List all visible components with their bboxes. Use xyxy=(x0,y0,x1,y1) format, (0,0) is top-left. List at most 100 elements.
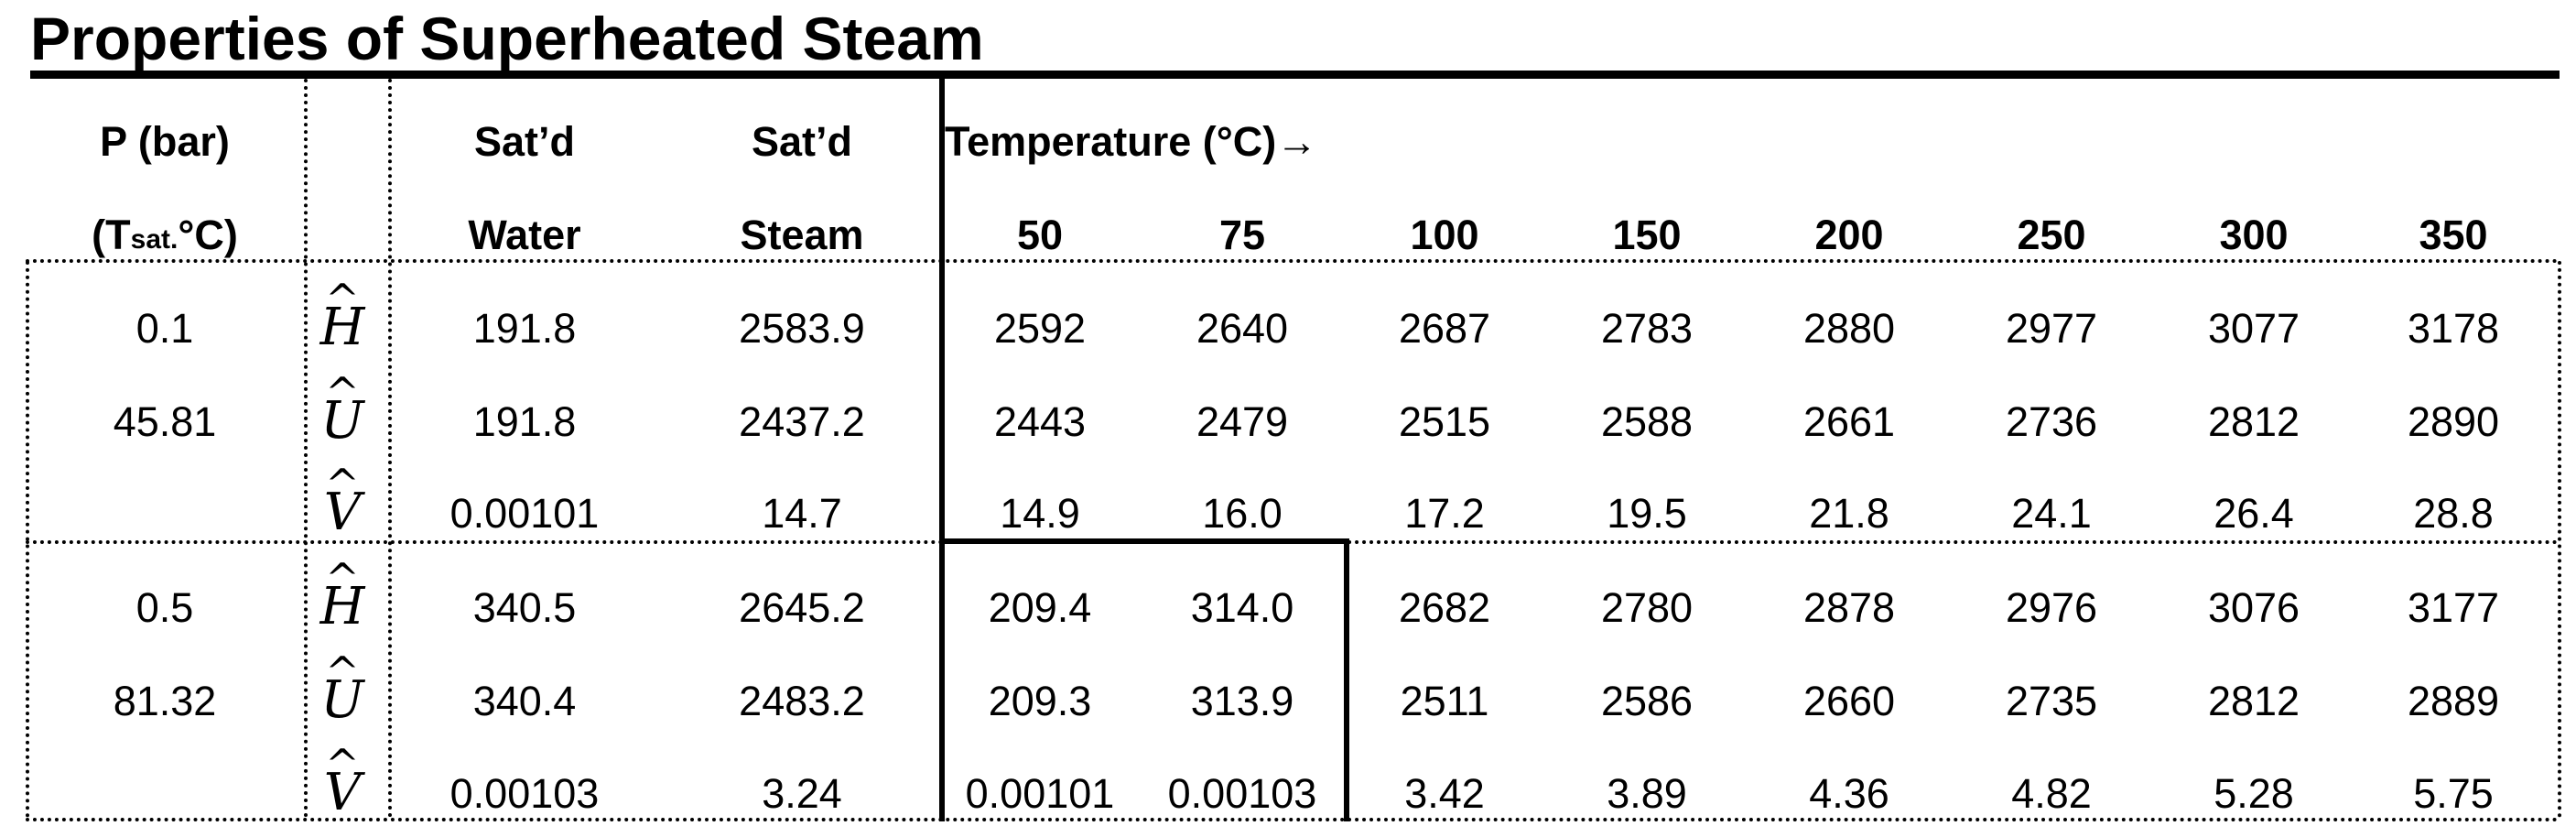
table-cell: 2889 xyxy=(2407,677,2500,724)
header-temperature-100: 100 xyxy=(1410,211,1479,258)
header-satd-steam-line2: Steam xyxy=(740,211,864,258)
header-satd-steam-line1: Sat’d xyxy=(751,117,853,165)
table-cell: 2592 xyxy=(993,304,1087,352)
table-cell: 2640 xyxy=(1196,304,1289,352)
header-tsat-post: °C) xyxy=(178,211,238,258)
table-cell: 21.8 xyxy=(1809,489,1889,537)
table-cell: 2735 xyxy=(2005,677,2098,724)
sat-steam-value: 2645.2 xyxy=(739,583,865,631)
table-cell: 2661 xyxy=(1802,397,1896,445)
table-cell: 2511 xyxy=(1400,677,1489,724)
temperature-divider xyxy=(939,79,945,821)
table-cell: 0.00103 xyxy=(1167,769,1317,817)
header-temperature-350: 350 xyxy=(2419,211,2488,258)
table-cell: 2976 xyxy=(2005,583,2098,631)
table-cell: 3177 xyxy=(2407,583,2500,631)
dotted-rule xyxy=(26,259,2560,263)
table-cell: 2443 xyxy=(993,397,1087,445)
sat-water-value: 340.5 xyxy=(472,583,577,631)
property-symbol-letter: U xyxy=(320,396,363,447)
header-tsat: (T sat. °C) xyxy=(73,190,256,278)
dotted-rule xyxy=(304,79,308,818)
property-symbol: V xyxy=(251,469,434,557)
property-symbol-letter: H xyxy=(320,582,365,633)
table-cell: 2812 xyxy=(2207,677,2300,724)
table-cell: 4.82 xyxy=(2011,769,2092,817)
table-cell: 2977 xyxy=(2005,304,2098,352)
property-symbol-letter: U xyxy=(320,675,363,726)
table-cell: 19.5 xyxy=(1607,489,1687,537)
header-tsat-pre: (T xyxy=(92,211,131,258)
header-satd-water-line1: Sat’d xyxy=(473,117,576,165)
sat-steam-value: 2483.2 xyxy=(739,677,865,724)
header-temperature-50: 50 xyxy=(1016,211,1064,258)
table-cell: 0.00101 xyxy=(965,769,1115,817)
pressure-value: 0.5 xyxy=(135,583,194,631)
pressure-value: 0.1 xyxy=(135,304,194,352)
header-pressure: P (bar) xyxy=(100,117,230,165)
table-cell: 5.75 xyxy=(2413,769,2494,817)
table-cell: 2736 xyxy=(2005,397,2098,445)
table-cell: 24.1 xyxy=(2011,489,2092,537)
property-symbol: U xyxy=(251,377,434,465)
dotted-rule xyxy=(26,818,2560,821)
property-symbol-letter: H xyxy=(320,302,365,353)
table-cell: 14.9 xyxy=(1000,489,1080,537)
property-symbol: U xyxy=(251,657,434,745)
property-symbol: H xyxy=(251,284,434,372)
table-cell: 2682 xyxy=(1398,583,1491,631)
table-cell: 3076 xyxy=(2207,583,2300,631)
sat-water-value: 0.00103 xyxy=(449,769,600,817)
header-temperature-150: 150 xyxy=(1612,211,1682,258)
table-cell: 314.0 xyxy=(1190,583,1294,631)
table-cell: 2880 xyxy=(1802,304,1896,352)
header-temperature-75: 75 xyxy=(1218,211,1266,258)
table-cell: 2479 xyxy=(1196,397,1289,445)
table-cell: 209.4 xyxy=(988,583,1092,631)
liquid-region-rule xyxy=(939,538,1349,544)
table-cell: 2780 xyxy=(1600,583,1694,631)
property-symbol-letter: V xyxy=(324,487,361,538)
property-symbol: H xyxy=(251,563,434,651)
dotted-rule xyxy=(388,79,392,818)
sat-steam-value: 3.24 xyxy=(762,769,842,817)
table-cell: 3178 xyxy=(2407,304,2500,352)
header-temperature-label: Temperature (°C)→ xyxy=(945,117,1318,165)
sat-water-value: 0.00101 xyxy=(449,489,600,537)
table-cell: 2812 xyxy=(2207,397,2300,445)
table-cell: 5.28 xyxy=(2213,769,2294,817)
dotted-rule xyxy=(2558,261,2561,818)
table-cell: 2588 xyxy=(1600,397,1694,445)
page-title: Properties of Superheated Steam xyxy=(30,5,984,72)
liquid-region-rule xyxy=(1344,538,1349,821)
table-cell: 26.4 xyxy=(2213,489,2294,537)
sat-water-value: 340.4 xyxy=(472,677,577,724)
table-cell: 313.9 xyxy=(1190,677,1294,724)
header-temperature-300: 300 xyxy=(2219,211,2289,258)
table-cell: 17.2 xyxy=(1404,489,1485,537)
table-cell: 209.3 xyxy=(988,677,1092,724)
table-cell: 2660 xyxy=(1802,677,1896,724)
table-cell: 3077 xyxy=(2207,304,2300,352)
header-temperature-200: 200 xyxy=(1814,211,1884,258)
property-symbol: V xyxy=(251,749,434,837)
table-cell: 16.0 xyxy=(1202,489,1283,537)
sat-water-value: 191.8 xyxy=(472,304,577,352)
sat-steam-value: 2437.2 xyxy=(739,397,865,445)
table-cell: 4.36 xyxy=(1809,769,1889,817)
tsat-value: 45.81 xyxy=(113,397,217,445)
table-cell: 2878 xyxy=(1802,583,1896,631)
table-cell: 2515 xyxy=(1398,397,1491,445)
table-cell: 2890 xyxy=(2407,397,2500,445)
table-cell: 3.89 xyxy=(1607,769,1687,817)
table-cell: 3.42 xyxy=(1404,769,1485,817)
header-tsat-sub: sat. xyxy=(130,224,179,255)
table-cell: 2586 xyxy=(1600,677,1694,724)
sat-steam-value: 2583.9 xyxy=(739,304,865,352)
header-satd-water-line2: Water xyxy=(468,211,581,258)
property-symbol-letter: V xyxy=(324,767,361,819)
table-cell: 28.8 xyxy=(2413,489,2494,537)
header-temperature-250: 250 xyxy=(2017,211,2086,258)
table-cell: 2687 xyxy=(1398,304,1491,352)
table-cell: 2783 xyxy=(1600,304,1694,352)
